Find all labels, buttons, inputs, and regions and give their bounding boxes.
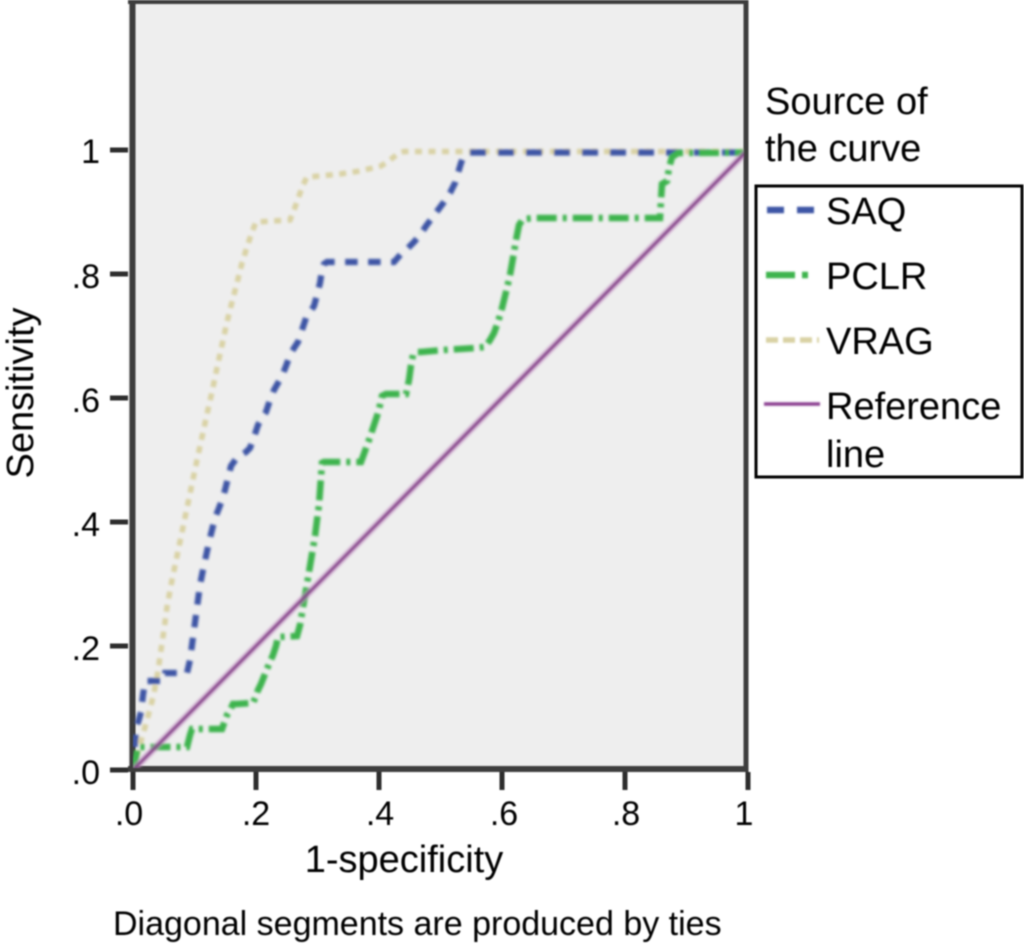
svg-text:1: 1	[81, 133, 100, 171]
svg-text:.4: .4	[366, 795, 394, 833]
svg-text:Source of: Source of	[765, 81, 928, 123]
svg-text:.0: .0	[72, 754, 100, 792]
svg-text:.2: .2	[242, 795, 270, 833]
svg-text:line: line	[826, 434, 885, 476]
svg-text:PCLR: PCLR	[826, 256, 927, 298]
svg-text:.6: .6	[72, 382, 100, 420]
svg-text:Reference: Reference	[826, 386, 1001, 428]
svg-text:.2: .2	[72, 630, 100, 668]
svg-text:1-specificity: 1-specificity	[305, 839, 504, 881]
svg-text:.4: .4	[72, 506, 100, 544]
svg-text:Sensitivity: Sensitivity	[0, 307, 42, 478]
svg-text:SAQ: SAQ	[826, 191, 906, 233]
svg-text:VRAG: VRAG	[826, 321, 934, 363]
svg-text:the curve: the curve	[765, 128, 921, 170]
svg-text:Diagonal segments are produced: Diagonal segments are produced by ties	[113, 905, 722, 943]
svg-text:.8: .8	[72, 258, 100, 296]
svg-text:.6: .6	[490, 795, 518, 833]
svg-text:.8: .8	[612, 795, 640, 833]
svg-text:1: 1	[735, 795, 754, 833]
svg-text:.0: .0	[115, 795, 143, 833]
